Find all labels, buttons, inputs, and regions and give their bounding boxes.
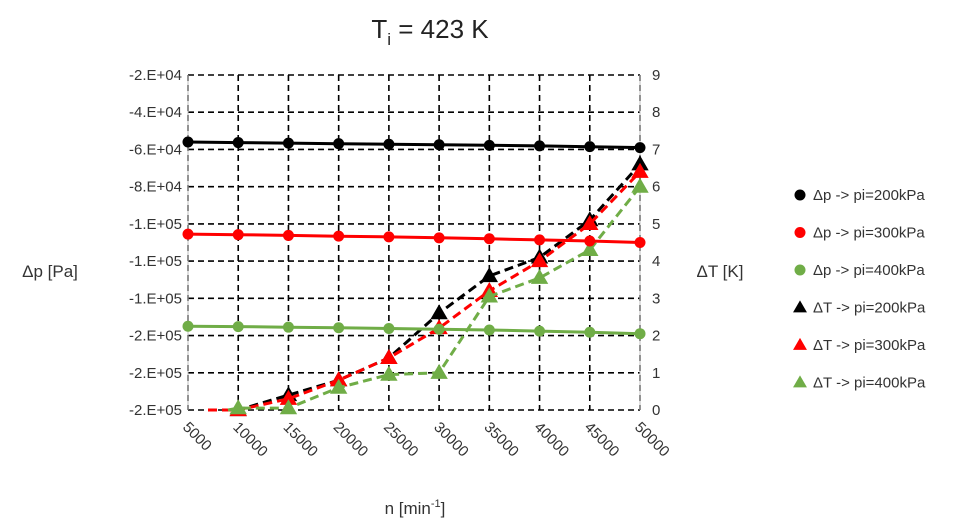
data-point xyxy=(631,177,649,193)
data-point xyxy=(333,138,345,150)
data-point xyxy=(383,138,395,150)
y-left-tick-label: -2.E+04 xyxy=(129,67,182,84)
data-point xyxy=(229,399,247,415)
chart-title: Ti = 423 K xyxy=(371,14,489,49)
series-line xyxy=(187,232,641,244)
data-point xyxy=(483,324,495,336)
data-point xyxy=(329,378,348,394)
y-axis-left-title: Δp [Pa] xyxy=(22,262,78,281)
data-point xyxy=(530,252,549,268)
y-axis-left: -2.E+04 -4.E+04 -6.E+04 -8.E+04 -1.E+05 -1.E+… xyxy=(129,67,182,419)
legend-marker xyxy=(794,227,806,238)
data-point xyxy=(430,304,448,320)
data-point xyxy=(383,231,395,243)
y-right-tick-label: 4 xyxy=(652,253,660,270)
y-right-tick-label: 2 xyxy=(652,328,660,345)
y-left-tick-label: -8.E+04 xyxy=(129,179,182,196)
data-point xyxy=(282,321,294,333)
data-point xyxy=(534,234,546,246)
data-point xyxy=(433,232,445,244)
data-point xyxy=(282,229,294,241)
series-3 xyxy=(182,320,646,340)
data-point xyxy=(534,325,546,337)
data-point xyxy=(333,322,345,334)
legend-label: Δp -> pi=300kPa xyxy=(813,225,925,242)
legend: Δp -> pi=200kPa Δp -> pi=300kPa Δp -> pi=4… xyxy=(793,187,926,392)
data-point xyxy=(581,241,599,257)
data-point xyxy=(430,363,448,379)
y-right-tick-label: 0 xyxy=(652,402,660,419)
y-left-tick-label: -6.E+04 xyxy=(129,141,182,158)
y-right-tick-label: 9 xyxy=(652,67,660,84)
data-point xyxy=(282,137,294,149)
legend-label: ΔT -> pi=300kPa xyxy=(813,337,926,354)
data-point xyxy=(581,214,599,230)
legend-marker xyxy=(794,189,806,201)
legend-marker xyxy=(793,375,807,388)
data-point xyxy=(380,348,398,364)
data-point xyxy=(584,141,596,153)
data-point xyxy=(631,162,649,178)
y-left-tick-label: -1.E+05 xyxy=(129,253,182,270)
data-point xyxy=(530,268,549,284)
series-layer xyxy=(182,136,649,417)
series-line xyxy=(187,324,641,336)
data-point xyxy=(584,326,596,338)
y-left-tick-label: -1.E+05 xyxy=(129,290,182,307)
series-line xyxy=(208,170,642,412)
legend-label: Δp -> pi=400kPa xyxy=(813,262,925,279)
y-axis-right-title: ΔT [K] xyxy=(697,262,744,281)
y-left-tick-label: -2.E+05 xyxy=(129,365,182,382)
data-point xyxy=(182,228,194,240)
legend-marker xyxy=(794,264,806,276)
y-right-tick-label: 5 xyxy=(652,216,660,233)
series-line xyxy=(227,185,642,412)
y-left-tick-label: -2.E+05 xyxy=(129,328,182,345)
y-right-tick-label: 8 xyxy=(652,104,660,121)
data-point xyxy=(480,287,499,303)
data-point xyxy=(634,328,646,340)
legend-marker xyxy=(793,337,807,350)
series-1 xyxy=(182,136,646,154)
data-point xyxy=(383,322,395,334)
data-point xyxy=(279,389,298,405)
y-right-tick-label: 3 xyxy=(652,290,660,307)
series-line xyxy=(187,140,641,150)
y-left-tick-label: -1.E+05 xyxy=(129,216,182,233)
legend-marker xyxy=(793,300,807,313)
y-left-tick-label: -4.E+04 xyxy=(129,104,182,121)
data-point xyxy=(182,320,194,332)
series-6 xyxy=(227,177,649,415)
data-point xyxy=(433,139,445,151)
data-point xyxy=(232,137,244,149)
data-point xyxy=(333,230,345,242)
y-right-tick-label: 1 xyxy=(652,365,660,382)
y-axis-right: 0 1 2 3 4 5 6 7 8 9 xyxy=(652,67,660,419)
data-point xyxy=(380,365,398,381)
data-point xyxy=(584,235,596,247)
data-point xyxy=(534,140,546,152)
legend-label: Δp -> pi=200kPa xyxy=(813,187,925,204)
legend-label: ΔT -> pi=400kPa xyxy=(813,375,926,392)
data-point xyxy=(634,142,646,154)
data-point xyxy=(279,399,298,415)
y-left-tick-label: -2.E+05 xyxy=(129,402,182,419)
y-right-tick-label: 7 xyxy=(652,141,660,158)
legend-label: ΔT -> pi=200kPa xyxy=(813,300,926,317)
data-point xyxy=(232,229,244,241)
data-point xyxy=(480,267,499,283)
data-point xyxy=(483,233,495,245)
series-2 xyxy=(182,228,646,248)
data-point xyxy=(483,139,495,151)
data-point xyxy=(182,136,194,148)
data-point xyxy=(634,237,646,248)
data-point xyxy=(433,323,445,335)
data-point xyxy=(232,321,244,333)
series-line xyxy=(208,163,642,412)
y-right-tick-label: 6 xyxy=(652,179,660,196)
x-axis-title: n [min-1] xyxy=(385,498,446,518)
